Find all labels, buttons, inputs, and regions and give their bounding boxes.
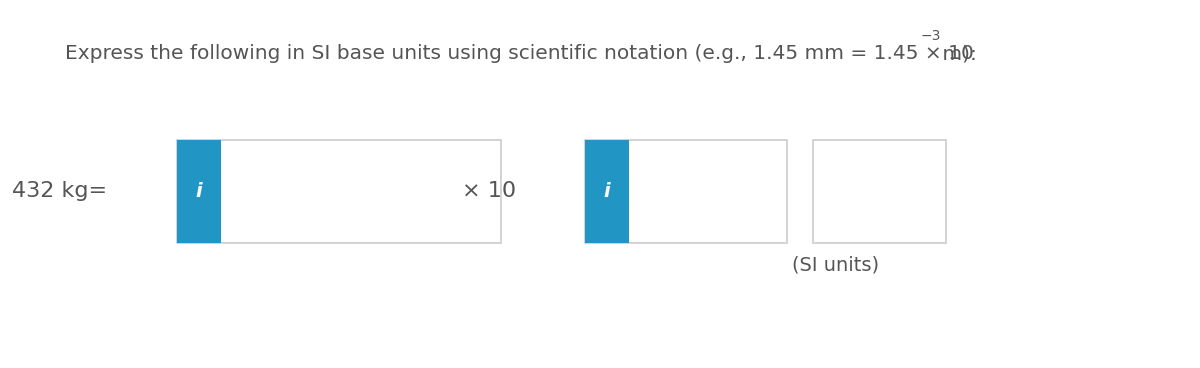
Text: i: i (196, 182, 202, 201)
FancyBboxPatch shape (812, 140, 946, 243)
FancyBboxPatch shape (176, 140, 500, 243)
Text: i: i (604, 182, 611, 201)
Text: −3: −3 (920, 29, 941, 43)
FancyBboxPatch shape (584, 140, 787, 243)
Text: 432 kg=: 432 kg= (12, 181, 108, 201)
Text: (SI units): (SI units) (792, 255, 880, 275)
Text: × 10: × 10 (462, 181, 516, 201)
FancyBboxPatch shape (584, 140, 629, 243)
Text: m):: m): (936, 44, 977, 63)
Text: Express the following in SI base units using scientific notation (e.g., 1.45 mm : Express the following in SI base units u… (65, 44, 973, 63)
FancyBboxPatch shape (176, 140, 221, 243)
